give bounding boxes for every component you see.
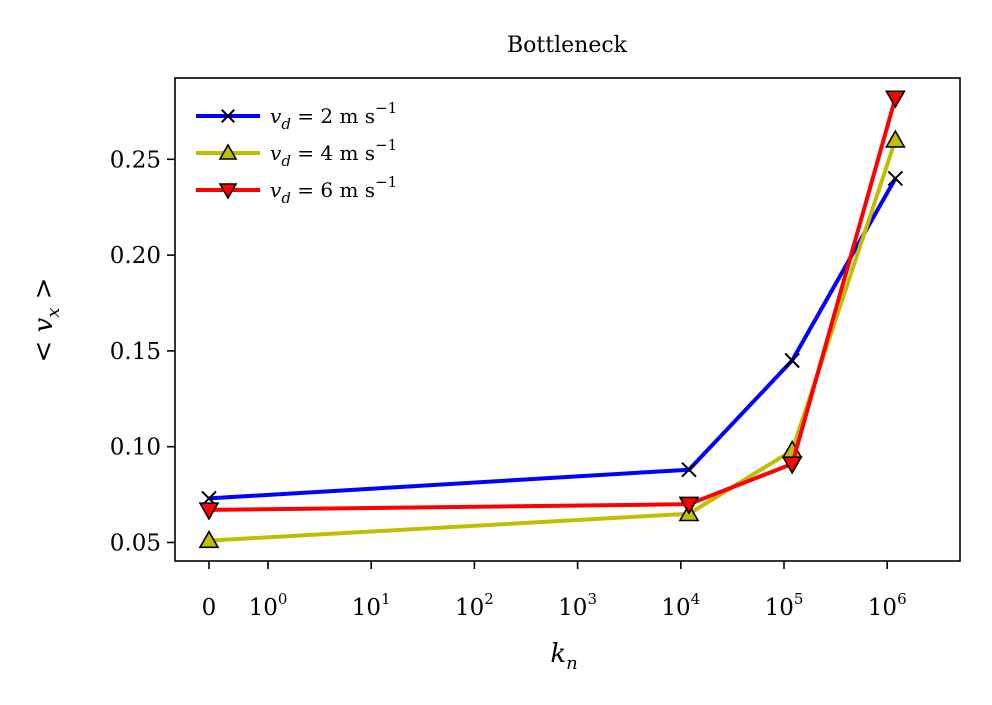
x-tick-label-3: 101 <box>352 590 391 621</box>
data-point-s1-4 <box>887 170 904 187</box>
legend-marker-1 <box>221 109 235 123</box>
data-point-s3-1 <box>198 502 220 521</box>
plot-frame <box>174 77 961 562</box>
y-tick-label-4: 0.20 <box>110 243 161 269</box>
data-point-s3-3 <box>781 456 803 475</box>
legend: vd = 2 m s−1vd = 4 m s−1vd = 6 m s−1 <box>196 99 397 207</box>
legend-label-3: vd = 6 m s−1 <box>270 173 397 207</box>
series-line-1 <box>208 177 898 501</box>
y-tick-label-1: 0.05 <box>110 531 161 557</box>
x-tick-label-5: 103 <box>558 590 597 621</box>
y-axis-label: < vx > <box>29 278 64 363</box>
data-point-s2-4 <box>884 129 906 148</box>
x-tick-label-1: 0 <box>202 595 217 621</box>
x-tick-label-6: 104 <box>661 590 700 621</box>
data-point-s3-4 <box>884 90 906 109</box>
y-tick-label-5: 0.25 <box>110 147 161 173</box>
series-layer <box>198 90 906 549</box>
legend-marker-2 <box>218 143 238 160</box>
y-tick-label-2: 0.10 <box>110 435 161 461</box>
x-axis-label: kn <box>550 639 577 674</box>
x-tick-label-7: 105 <box>765 590 804 621</box>
chart-title: Bottleneck <box>507 33 628 58</box>
x-tick-label-4: 102 <box>455 590 494 621</box>
x-tick-label-2: 100 <box>249 590 288 621</box>
x-tick-label-8: 106 <box>868 590 907 621</box>
y-axis-ticks: 0.05 0.10 0.15 0.20 0.25 <box>110 147 175 557</box>
legend-label-2: vd = 4 m s−1 <box>270 136 397 170</box>
series-line-3 <box>208 97 898 512</box>
data-point-s2-1 <box>198 529 220 549</box>
x-axis-ticks: 0 100 101 102 103 104 105 106 <box>202 561 907 621</box>
legend-marker-3 <box>218 183 238 200</box>
data-point-s3-2 <box>678 496 700 515</box>
legend-label-1: vd = 2 m s−1 <box>270 99 397 133</box>
data-point-s1-3 <box>784 352 800 369</box>
data-point-s1-2 <box>681 461 697 478</box>
y-tick-label-3: 0.15 <box>110 339 161 365</box>
